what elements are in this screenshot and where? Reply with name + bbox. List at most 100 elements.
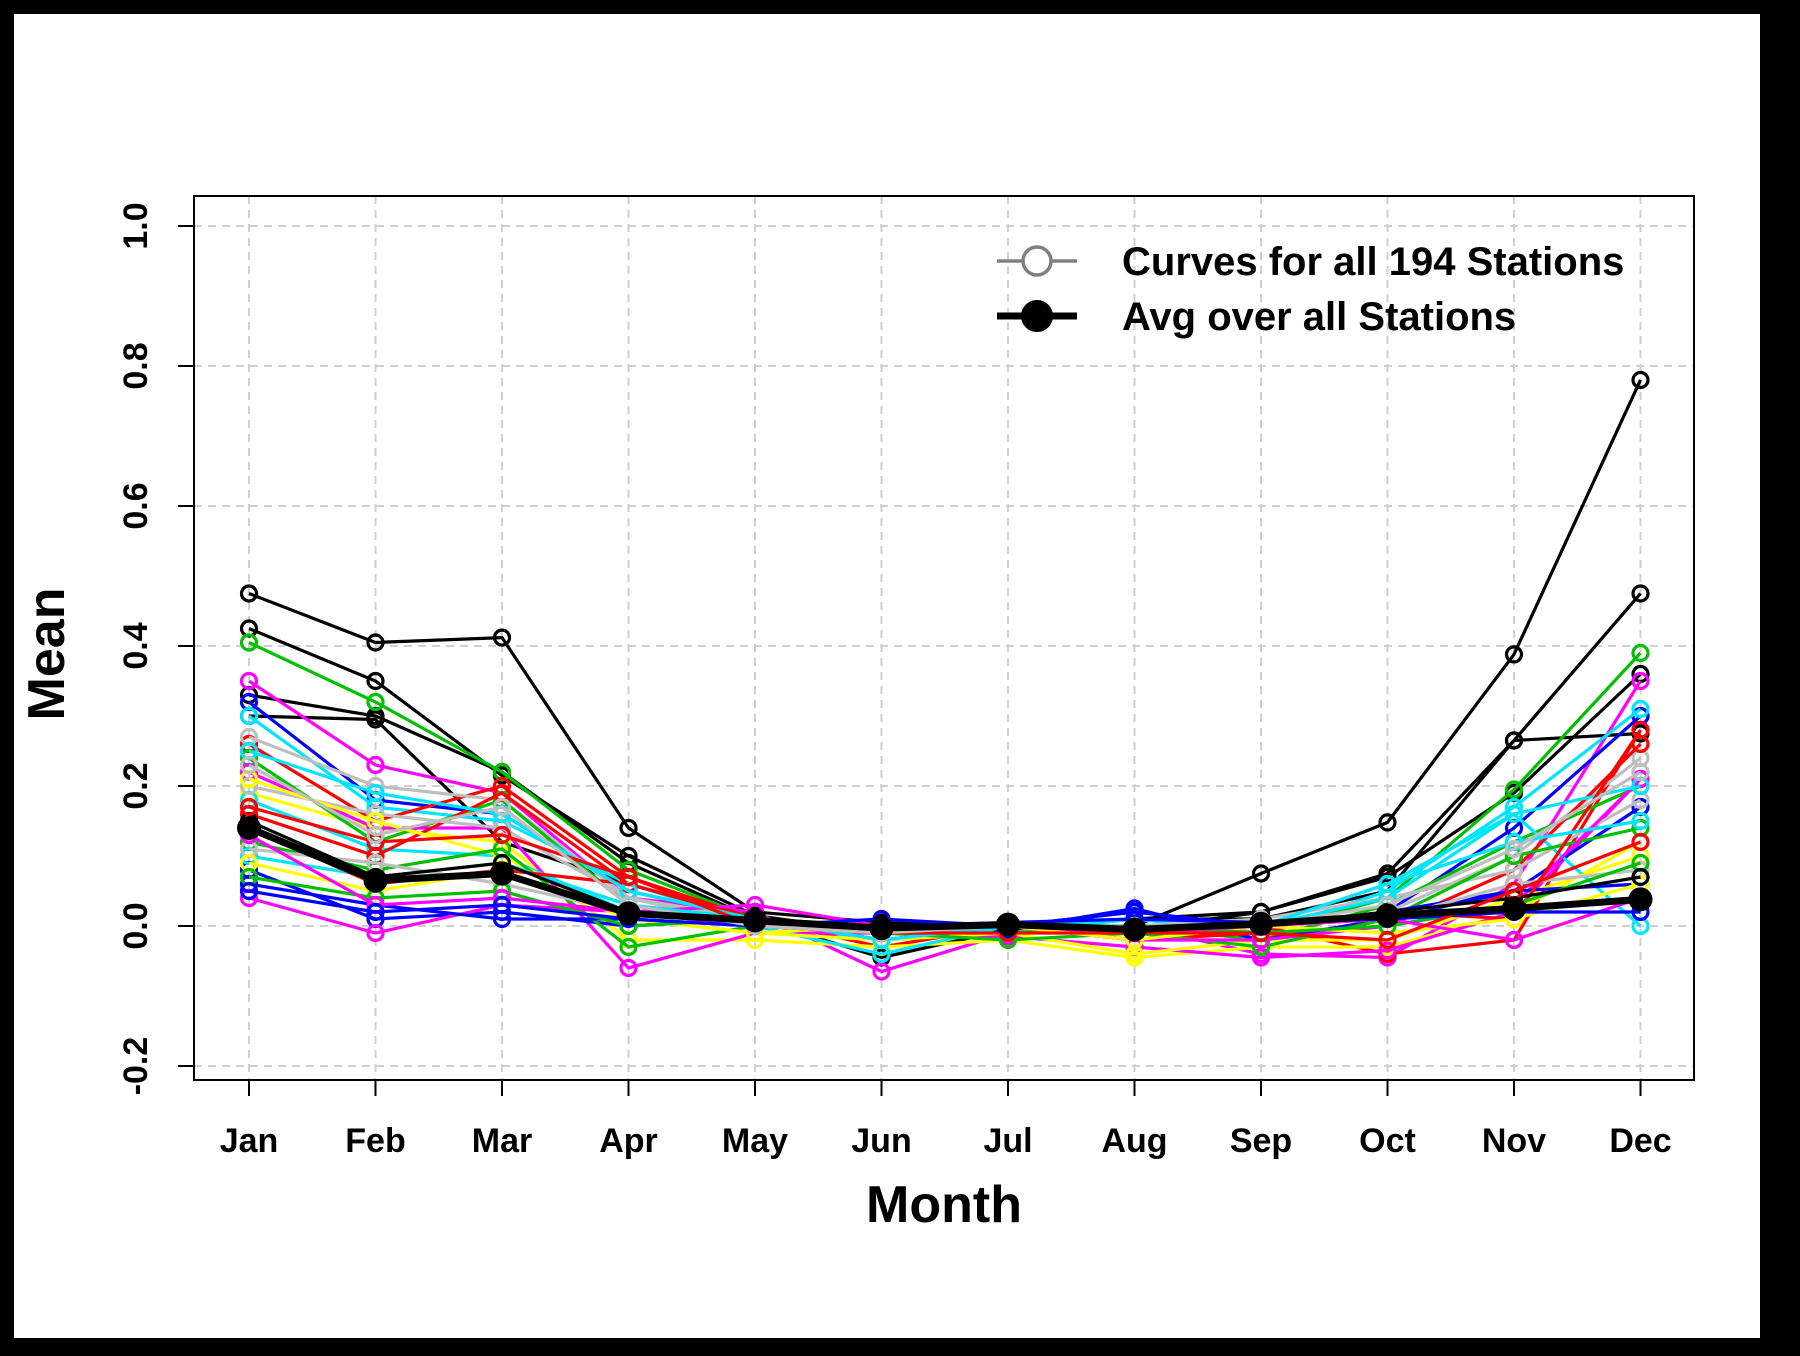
station-point [1504, 930, 1524, 950]
station-point [1251, 864, 1271, 883]
x-tick-label: Apr [599, 1122, 658, 1160]
station-point [366, 633, 385, 652]
y-axis-title: Mean [18, 588, 76, 721]
x-tick-label: Mar [472, 1122, 532, 1160]
station-point [492, 825, 512, 845]
legend-label: Curves for all 194 Stations [1122, 240, 1624, 284]
station-point [1378, 930, 1397, 950]
x-tick-label: Aug [1101, 1122, 1167, 1160]
line-chart: Jan Feb Mar Apr May Jun Jul Aug Sep Oct Nov Dec -0.2… [18, 195, 1695, 1234]
average-curve [237, 816, 1653, 942]
average-point [237, 816, 261, 840]
average-point [743, 908, 767, 933]
station-curves [239, 370, 1650, 981]
station-point [1504, 780, 1524, 799]
station-point [239, 776, 259, 796]
station-line [248, 805, 1642, 942]
station-point [619, 937, 638, 957]
axes: Jan Feb Mar Apr May Jun Jul Aug Sep Oct Nov Dec -0.2… [117, 202, 1672, 1160]
average-point [490, 861, 514, 886]
y-tick-label: 0.6 [117, 482, 155, 529]
average-point [996, 912, 1020, 937]
y-tick-label: 0.0 [117, 902, 155, 949]
x-tick-label: May [722, 1122, 788, 1160]
x-tick-label: Nov [1482, 1122, 1546, 1160]
average-point [1249, 911, 1273, 936]
station-point [239, 633, 259, 652]
station-point [619, 818, 638, 838]
legend-entry: Curves for all 194 Stations [997, 240, 1624, 284]
average-point [1628, 887, 1653, 912]
legend-label: Avg over all Stations [1122, 295, 1516, 339]
station-point [1631, 370, 1650, 390]
station-point [366, 671, 385, 691]
station-point [1504, 731, 1524, 750]
x-axis-title: Month [866, 1176, 1022, 1234]
average-point [869, 916, 894, 941]
average-line [247, 824, 1641, 934]
station-point [1378, 813, 1397, 832]
station-point [366, 710, 385, 729]
x-tick-label: Dec [1609, 1122, 1671, 1160]
station-point [1251, 948, 1271, 967]
legend-marker [1021, 300, 1053, 332]
y-tick-label: 0.2 [117, 762, 155, 809]
grid-layer [194, 196, 1694, 1080]
x-tick-label: Jul [983, 1122, 1032, 1160]
station-point [619, 867, 638, 887]
station-point [239, 706, 259, 726]
station-point [366, 902, 385, 922]
station-point [1504, 804, 1524, 824]
y-tick-label: 1.0 [117, 202, 155, 249]
station-point [239, 584, 259, 603]
station-point [239, 671, 259, 691]
station-point [239, 797, 259, 817]
station-point [239, 881, 259, 901]
legend-marker [1021, 245, 1053, 277]
station-point [1504, 645, 1524, 664]
y-tick-label: -0.2 [117, 1037, 155, 1096]
station-line [248, 798, 1642, 956]
average-point [1375, 903, 1400, 928]
x-tick-label: Jun [851, 1122, 911, 1160]
average-point [1502, 896, 1526, 921]
station-point [492, 797, 512, 817]
station-point [366, 783, 385, 803]
station-point [1631, 762, 1650, 782]
station-point [492, 895, 512, 915]
station-point [1631, 867, 1650, 887]
station-point [872, 962, 891, 981]
station-point [1378, 941, 1397, 960]
station-point [492, 628, 512, 647]
station-point [366, 825, 385, 845]
average-point [1122, 917, 1147, 942]
x-tick-label: Sep [1230, 1122, 1292, 1160]
legend: Curves for all 194 Stations Avg over all … [997, 240, 1624, 339]
station-point [1631, 643, 1650, 663]
station-point [366, 692, 385, 712]
average-point [616, 901, 641, 926]
station-line [248, 770, 1642, 970]
station-point [1378, 874, 1397, 894]
legend-entry: Avg over all Stations [997, 295, 1516, 339]
x-tick-label: Oct [1359, 1122, 1416, 1160]
station-point [1631, 584, 1650, 603]
station-point [366, 923, 385, 943]
station-point [1631, 811, 1650, 831]
station-point [366, 755, 385, 775]
station-point [1504, 839, 1524, 859]
x-tick-label: Jan [220, 1122, 279, 1160]
station-line [248, 791, 1642, 960]
station-point [1631, 832, 1650, 852]
station-point [1631, 671, 1650, 691]
station-line [248, 729, 1642, 935]
station-curve [239, 370, 1650, 936]
average-point [363, 868, 388, 893]
y-tick-label: 0.4 [117, 622, 155, 669]
x-tick-label: Feb [345, 1122, 405, 1160]
station-point [1631, 699, 1650, 719]
figure-frame: Jan Feb Mar Apr May Jun Jul Aug Sep Oct Nov Dec -0.2… [14, 14, 1760, 1338]
station-point [619, 958, 638, 978]
station-point [239, 755, 259, 775]
station-point [1631, 720, 1650, 740]
